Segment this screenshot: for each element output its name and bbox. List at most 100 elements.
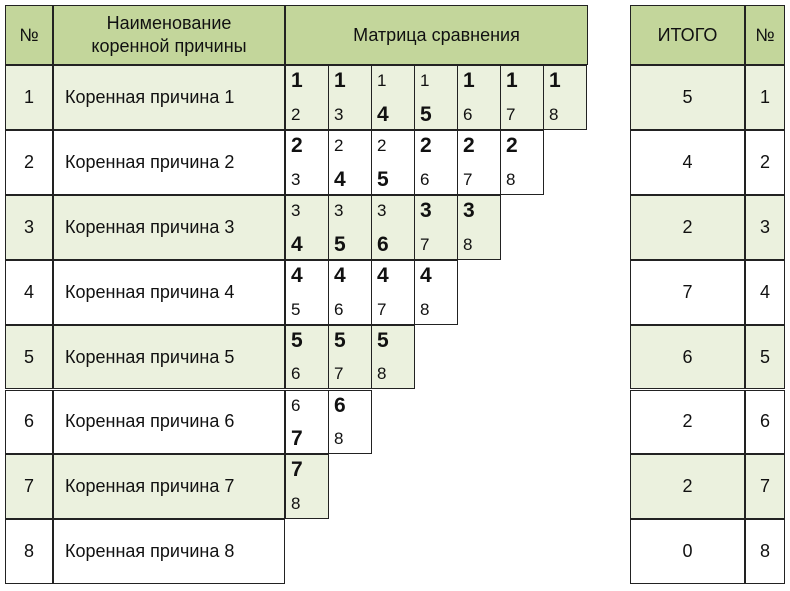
comparison-bottom-number: 7 [506, 104, 516, 124]
row-number: 4 [5, 259, 53, 325]
comparison-top-number: 1 [506, 69, 518, 92]
comparison-top-number: 1 [463, 69, 475, 92]
total-cell: 6 [630, 324, 745, 390]
rank-cell: 3 [745, 194, 785, 260]
header-total-label: ИТОГО [657, 24, 718, 45]
rank-cell: 4 [745, 259, 785, 325]
comparison-bottom-number: 8 [291, 494, 301, 514]
root-cause-name-value: Коренная причина 8 [65, 541, 235, 562]
row-number-value: 8 [23, 541, 34, 562]
header-name: Наименование коренной причины [53, 5, 285, 65]
row-number: 3 [5, 194, 53, 260]
rank-cell: 2 [745, 129, 785, 195]
comparison-bottom-number: 5 [291, 299, 301, 319]
row-number: 1 [5, 65, 53, 130]
row-number-value: 1 [23, 86, 34, 107]
rank-cell: 5 [745, 324, 785, 390]
row-number: 7 [5, 454, 53, 520]
root-cause-name-value: Коренная причина 5 [65, 346, 235, 367]
root-cause-name: Коренная причина 6 [53, 389, 285, 455]
comparison-bottom-number: 8 [420, 299, 430, 319]
total-cell: 0 [630, 519, 745, 585]
total-value: 0 [682, 541, 693, 562]
row-number-value: 4 [23, 281, 34, 302]
row-number-value: 6 [23, 411, 34, 432]
comparison-top-number: 1 [377, 71, 387, 90]
header-matrix-label: Матрица сравнения [353, 24, 520, 45]
row-number-value: 3 [23, 216, 34, 237]
comparison-bottom-number: 8 [334, 429, 344, 449]
comparison-top-number: 1 [420, 71, 430, 90]
comparison-bottom-number: 8 [377, 364, 387, 384]
root-cause-name: Коренная причина 8 [53, 519, 285, 585]
comparison-top-number: 5 [291, 328, 303, 352]
row-number: 2 [5, 129, 53, 195]
total-cell: 7 [630, 259, 745, 325]
comparison-bottom-number: 4 [334, 167, 346, 191]
header-rank: № [745, 5, 785, 65]
total-value: 2 [682, 411, 693, 432]
comparison-top-number: 3 [377, 200, 387, 220]
rank-value: 6 [759, 411, 770, 432]
row-number-value: 5 [23, 346, 34, 367]
comparison-top-number: 3 [420, 198, 432, 222]
comparison-top-number: 3 [334, 200, 344, 220]
comparison-bottom-number: 4 [291, 232, 303, 256]
comparison-bottom-number: 8 [463, 234, 473, 254]
root-cause-name-value: Коренная причина 2 [65, 151, 235, 172]
comparison-bottom-number: 6 [463, 104, 473, 124]
comparison-bottom-number: 4 [377, 102, 389, 126]
comparison-top-number: 2 [291, 133, 303, 157]
rank-value: 5 [759, 346, 770, 367]
comparison-bottom-number: 5 [377, 167, 389, 191]
comparison-bottom-number: 7 [291, 427, 303, 451]
comparison-top-number: 2 [463, 133, 475, 157]
total-value: 4 [682, 151, 693, 172]
header-name-line1: Наименование [106, 13, 232, 33]
root-cause-name: Коренная причина 1 [53, 65, 285, 130]
header-name-line2: коренной причины [91, 36, 247, 56]
comparison-top-number: 5 [334, 328, 346, 352]
rank-value: 8 [759, 541, 770, 562]
comparison-bottom-number: 3 [291, 169, 301, 189]
comparison-top-number: 1 [334, 69, 346, 92]
rank-cell: 1 [745, 65, 785, 130]
row-number: 5 [5, 324, 53, 390]
total-cell: 2 [630, 194, 745, 260]
comparison-top-number: 6 [291, 395, 301, 415]
comparison-top-number: 7 [291, 458, 303, 482]
rank-cell: 6 [745, 389, 785, 455]
comparison-bottom-number: 5 [420, 102, 432, 126]
comparison-top-number: 4 [420, 263, 432, 287]
root-cause-name: Коренная причина 2 [53, 129, 285, 195]
total-cell: 5 [630, 65, 745, 130]
total-cell: 4 [630, 129, 745, 195]
comparison-bottom-number: 3 [334, 104, 344, 124]
rank-cell: 7 [745, 454, 785, 520]
root-cause-name-value: Коренная причина 6 [65, 411, 235, 432]
comparison-bottom-number: 7 [334, 364, 344, 384]
comparison-top-number: 4 [291, 263, 303, 287]
root-cause-name-value: Коренная причина 4 [65, 281, 235, 302]
root-cause-name: Коренная причина 5 [53, 324, 285, 390]
comparison-top-number: 2 [334, 135, 344, 155]
